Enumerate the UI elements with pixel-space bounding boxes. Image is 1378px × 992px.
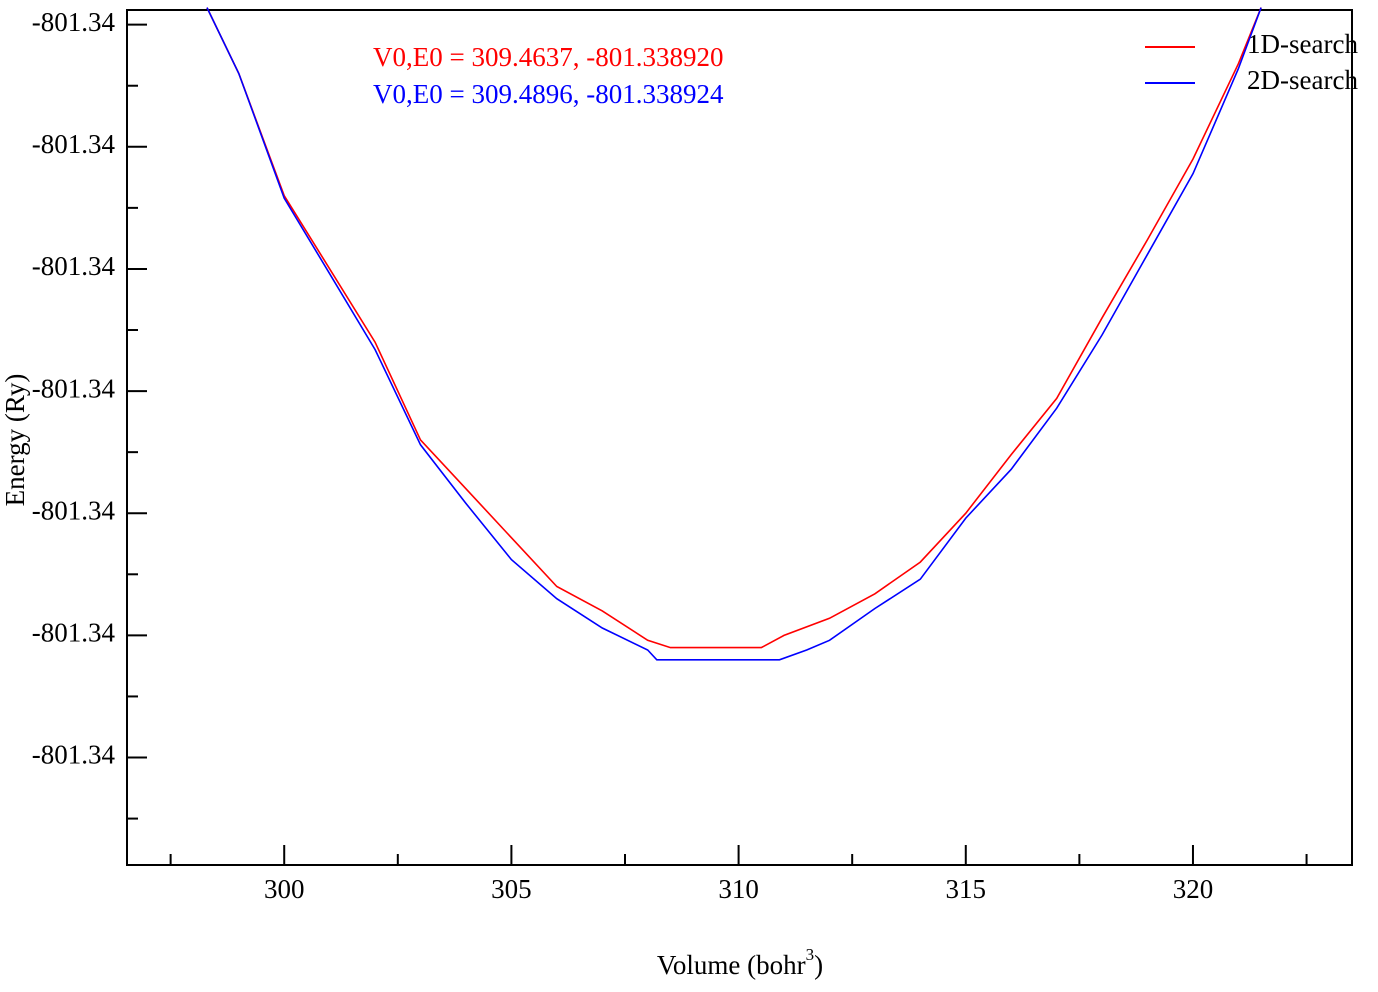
x-tick-label: 305 — [491, 874, 532, 904]
series-line — [206, 7, 1262, 661]
plot-frame — [126, 9, 1353, 866]
x-tick-label: 320 — [1173, 874, 1214, 904]
y-tick-label: -801.34 — [32, 618, 116, 648]
y-tick-label: -801.34 — [32, 373, 116, 403]
legend-label: 1D-search — [1247, 29, 1358, 59]
x-tick-label: 300 — [264, 874, 305, 904]
y-tick-label: -801.34 — [32, 740, 116, 770]
y-tick-label: -801.34 — [32, 7, 116, 37]
y-tick-label: -801.34 — [32, 251, 116, 281]
y-axis-label: Energy (Ry) — [0, 374, 30, 507]
x-axis-label: Volume (bohr3) — [657, 945, 823, 980]
y-tick-label: -801.34 — [32, 495, 116, 525]
x-tick-label: 310 — [718, 874, 759, 904]
annotation: V0,E0 = 309.4637, -801.338920 — [373, 42, 723, 72]
x-axis-label-sup: 3 — [806, 945, 815, 964]
x-tick-label: 315 — [946, 874, 987, 904]
legend-label: 2D-search — [1247, 65, 1358, 95]
annotation: V0,E0 = 309.4896, -801.338924 — [373, 79, 724, 109]
x-axis-label-text: Volume (bohr — [657, 950, 806, 980]
series-line — [206, 7, 1262, 649]
y-tick-label: -801.34 — [32, 129, 116, 159]
x-axis-label-end: ) — [814, 950, 823, 980]
